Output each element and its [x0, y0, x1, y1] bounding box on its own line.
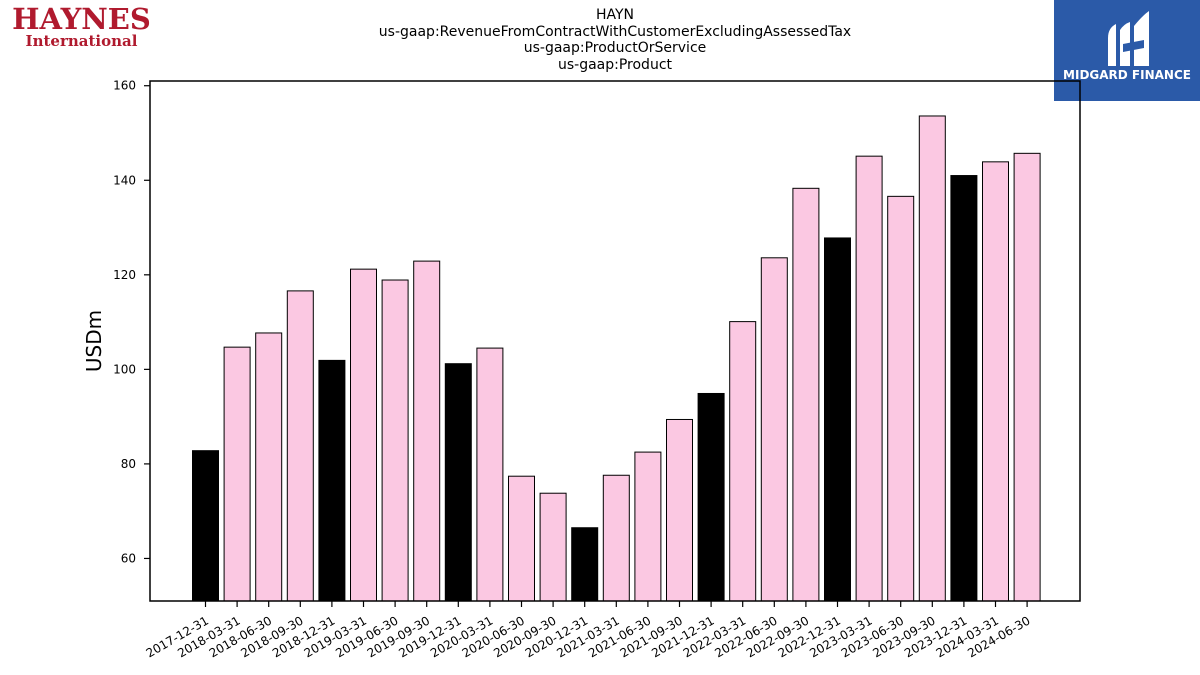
bar-2023-09-30: [918, 115, 946, 602]
bar-2021-03-31: [602, 474, 630, 602]
bar-2019-09-30: [413, 260, 441, 602]
bar-2019-03-31: [350, 268, 377, 602]
bar-2020-06-30: [508, 475, 535, 602]
bar-2020-03-31: [476, 347, 504, 602]
company-logo: HAYNES International: [4, 2, 159, 50]
bar-2019-12-31: [444, 363, 472, 602]
y-tick-label: 100: [113, 362, 136, 376]
chart-title-line-1: HAYN: [595, 7, 635, 23]
bar-2018-12-31: [318, 359, 346, 602]
bar-group: [192, 115, 1041, 602]
bar-2022-09-30: [792, 187, 820, 602]
bar-2023-03-31: [855, 155, 883, 602]
y-axis-label: USDm: [82, 310, 106, 372]
chart-title-line-4: us-gaap:Product: [557, 56, 673, 73]
bar-2023-12-31: [950, 175, 978, 602]
y-tick-label: 60: [121, 551, 136, 565]
chart-title-line-3: us-gaap:ProductOrService: [523, 40, 707, 56]
bar-2017-12-31: [192, 450, 219, 602]
bar-2018-03-31: [223, 346, 251, 602]
bar-2019-06-30: [381, 279, 409, 602]
bar-2023-06-30: [887, 195, 915, 602]
publisher-logo: MIDGARD FINANCE: [1054, 0, 1200, 101]
y-tick-label: 160: [113, 79, 136, 93]
y-tick-label: 80: [121, 457, 136, 471]
company-logo-subtitle: International: [25, 32, 138, 50]
publisher-logo-mark-icon: [1108, 11, 1149, 66]
bar-2018-06-30: [255, 332, 283, 602]
publisher-logo-name: MIDGARD FINANCE: [1063, 68, 1191, 82]
bar-2024-06-30: [1013, 152, 1041, 602]
bar-2021-06-30: [634, 451, 662, 602]
bar-2021-12-31: [697, 392, 725, 602]
y-tick-label: 120: [113, 268, 136, 282]
bar-2021-09-30: [666, 418, 693, 602]
bar-2022-03-31: [729, 321, 757, 602]
bar-2022-12-31: [824, 237, 851, 602]
y-tick-label: 140: [113, 173, 136, 187]
x-axis: 2017-12-312018-03-312018-06-302018-09-30…: [144, 601, 1033, 660]
plot-frame: [149, 80, 1081, 602]
bar-2018-09-30: [286, 290, 314, 602]
y-axis: 60 80 100 120 140 160: [113, 79, 150, 565]
bar-2020-09-30: [539, 492, 567, 602]
bar-2022-06-30: [760, 257, 788, 602]
chart-title: HAYN us-gaap:RevenueFromContractWithCust…: [315, 7, 915, 73]
company-logo-name: HAYNES: [12, 2, 151, 36]
bar-2024-03-31: [982, 161, 1009, 602]
bar-2020-12-31: [571, 527, 599, 602]
chart-title-line-2: us-gaap:RevenueFromContractWithCustomerE…: [378, 23, 852, 40]
